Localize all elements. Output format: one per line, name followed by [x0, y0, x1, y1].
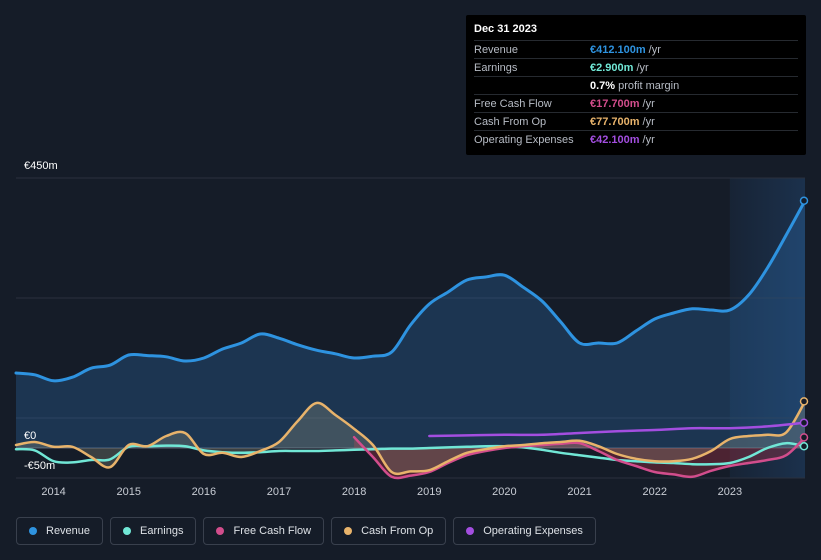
x-tick-label: 2016 [192, 486, 216, 498]
legend-dot-icon [344, 527, 353, 535]
free-cash-flow-line [352, 435, 807, 480]
tooltip-row: 0.7% profit margin [474, 76, 798, 94]
tooltip-row-value: €42.100m [590, 133, 640, 146]
legend-label: Cash From Op [361, 525, 434, 537]
x-tick-label: 2021 [567, 486, 591, 498]
tooltip-row-label: Operating Expenses [474, 133, 574, 146]
tooltip-row-unit: /yr [648, 43, 661, 56]
tooltip-row-unit: /yr [642, 115, 655, 128]
x-tick-label: 2019 [417, 486, 441, 498]
revenue-endpoint [799, 196, 809, 205]
legend-item-operating-expenses[interactable]: Operating Expenses [453, 517, 596, 545]
free-cash-flow-endpoint [799, 433, 809, 442]
series-fills [16, 200, 805, 479]
tooltip-rows: Revenue €412.100m/yr Earnings €2.900m/yr 0.7… [474, 40, 798, 148]
tooltip-row-unit: /yr [642, 133, 655, 146]
tooltip-row-value: €412.100m [590, 43, 646, 56]
tooltip-row-value: €77.700m [590, 115, 640, 128]
x-tick-label: 2018 [342, 486, 366, 498]
tooltip-date: Dec 31 2023 [474, 23, 537, 35]
cash-from-op-endpoint [799, 397, 809, 406]
tooltip-row-value: 0.7% [590, 79, 616, 92]
x-tick-label: 2020 [492, 486, 516, 498]
x-tick-label: 2023 [718, 486, 742, 498]
y-tick-label-min: -€50m [24, 460, 56, 472]
data-tooltip: Dec 31 2023 Revenue €412.100m/yr Earnings €… [466, 15, 806, 155]
revenue-line [14, 199, 807, 383]
x-tick-label: 2017 [267, 486, 291, 498]
tooltip-row: Cash From Op €77.700m/yr [474, 112, 798, 130]
x-tick-label: 2022 [642, 486, 666, 498]
legend-item-revenue[interactable]: Revenue [16, 517, 104, 545]
tooltip-row-label: Free Cash Flow [474, 97, 552, 110]
cash-from-op-line [14, 400, 807, 476]
tooltip-row-label: Earnings [474, 61, 518, 74]
legend-dot-icon [29, 527, 37, 535]
legend-item-earnings[interactable]: Earnings [110, 517, 197, 545]
legend-dot-icon [123, 527, 132, 535]
tooltip-row-value: €2.900m [590, 61, 634, 74]
x-axis: 2014 2015 2016 2017 2018 2019 2020 2021 2022 2023 [41, 486, 742, 498]
tooltip-row-unit: /yr [636, 61, 649, 74]
legend-dot-icon [216, 527, 225, 535]
legend-item-cash-from-op[interactable]: Cash From Op [331, 517, 447, 545]
tooltip-row: Earnings €2.900m/yr [474, 58, 798, 76]
revenue-area [16, 200, 805, 448]
legend-dot-icon [466, 527, 475, 535]
series-lines [14, 196, 809, 480]
free-cash-flow-area [354, 437, 805, 479]
operating-expenses-endpoint [799, 418, 809, 427]
tooltip-row-label: Revenue [474, 43, 519, 56]
legend-label: Earnings [140, 525, 184, 537]
tooltip-row-unit: profit margin [618, 79, 680, 92]
legend-label: Operating Expenses [483, 525, 583, 537]
tooltip-row-unit: /yr [642, 97, 655, 110]
chart-legend: Revenue Earnings Free Cash Flow Cash From O… [16, 517, 596, 545]
y-tick-label-zero: €0 [24, 430, 37, 442]
tooltip-row: Revenue €412.100m/yr [474, 40, 798, 58]
tooltip-row-label: Cash From Op [474, 115, 547, 128]
tooltip-row: Free Cash Flow €17.700m/yr [474, 94, 798, 112]
earnings-endpoint [799, 442, 809, 451]
operating-expenses-line [428, 421, 807, 438]
y-tick-label-max: €450m [24, 160, 58, 172]
legend-item-free-cash-flow[interactable]: Free Cash Flow [203, 517, 325, 545]
tooltip-row: Operating Expenses €42.100m/yr [474, 130, 798, 148]
legend-label: Free Cash Flow [233, 525, 312, 537]
x-tick-label: 2015 [116, 486, 140, 498]
legend-label: Revenue [46, 525, 91, 537]
tooltip-row-value: €17.700m [590, 97, 640, 110]
cash-from-op-area [16, 401, 805, 474]
x-tick-label: 2014 [41, 486, 65, 498]
